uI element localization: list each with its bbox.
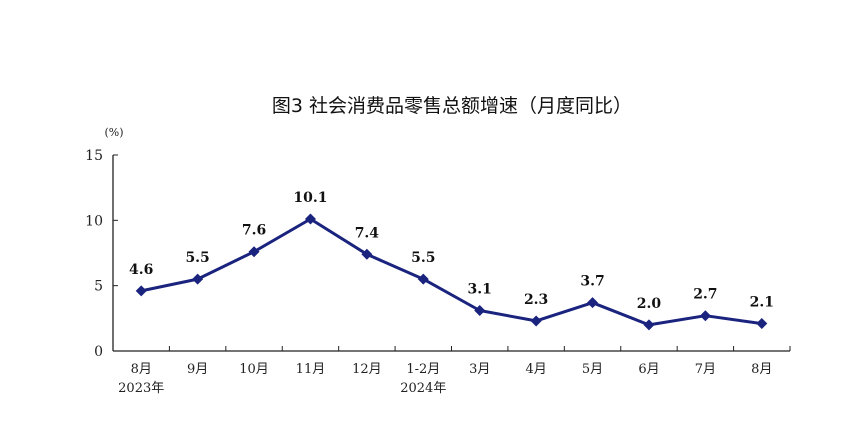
y-tick-labels: 0 5 10 15 [85,148,103,360]
data-label-group: 4.6 5.5 7.6 10.1 7.4 5.5 3.1 2.3 3.7 2.0 2.7 2.1 [129,190,774,312]
data-point [474,304,486,316]
y-tick-label: 10 [85,213,103,229]
data-label: 3.7 [580,274,604,290]
data-point [643,319,655,331]
x-tick-label: 4月 [525,362,546,377]
series-line-group [135,213,768,331]
data-label: 2.1 [750,295,774,311]
data-point [135,285,147,297]
x-tick-label: 6月 [638,362,659,377]
y-tick-label: 5 [94,279,103,295]
axes [112,154,791,352]
x-tick-label: 12月 [352,362,382,377]
data-label: 2.0 [637,296,662,312]
x-tick-label: 10月 [239,362,269,377]
x-tick-label: 8月 [131,362,152,377]
chart-title: 图3 社会消费品零售总额增速（月度同比） [272,95,632,117]
data-label: 5.5 [411,250,435,266]
x-tick-label: 3月 [469,362,490,377]
y-tick-label: 0 [94,344,103,360]
x-tick-label: 8月 [751,362,772,377]
x-tick-label: 11月 [296,362,326,377]
data-label: 7.4 [355,225,380,241]
x-tick-label: 7月 [695,362,716,377]
x-year-label: 2024年 [400,381,446,396]
data-label: 7.6 [242,223,266,239]
series-line [140,217,763,327]
x-tick-label: 9月 [187,362,208,377]
x-tick-label: 5月 [582,362,603,377]
data-point [361,248,373,260]
data-point [756,318,768,330]
x-year-label: 2023年 [118,381,164,396]
data-point [699,310,711,322]
y-tick-label: 15 [85,148,103,164]
y-axis-unit: (%) [104,126,123,139]
data-label: 2.3 [524,292,548,308]
data-label: 4.6 [129,262,153,278]
data-label: 3.1 [468,281,492,297]
x-tick-labels: 8月 9月 10月 11月 12月 1-2月 3月 4月 5月 6月 7月 8月 2023年 2024年 [118,362,772,396]
data-point [192,273,204,285]
data-label: 2.7 [693,287,717,303]
x-tick-label: 1-2月 [406,362,440,377]
data-point [417,273,429,285]
data-point [530,315,542,327]
data-label: 10.1 [293,190,327,206]
data-point [248,246,260,258]
data-point [304,213,316,225]
data-label: 5.5 [185,250,209,266]
data-point [587,297,599,309]
